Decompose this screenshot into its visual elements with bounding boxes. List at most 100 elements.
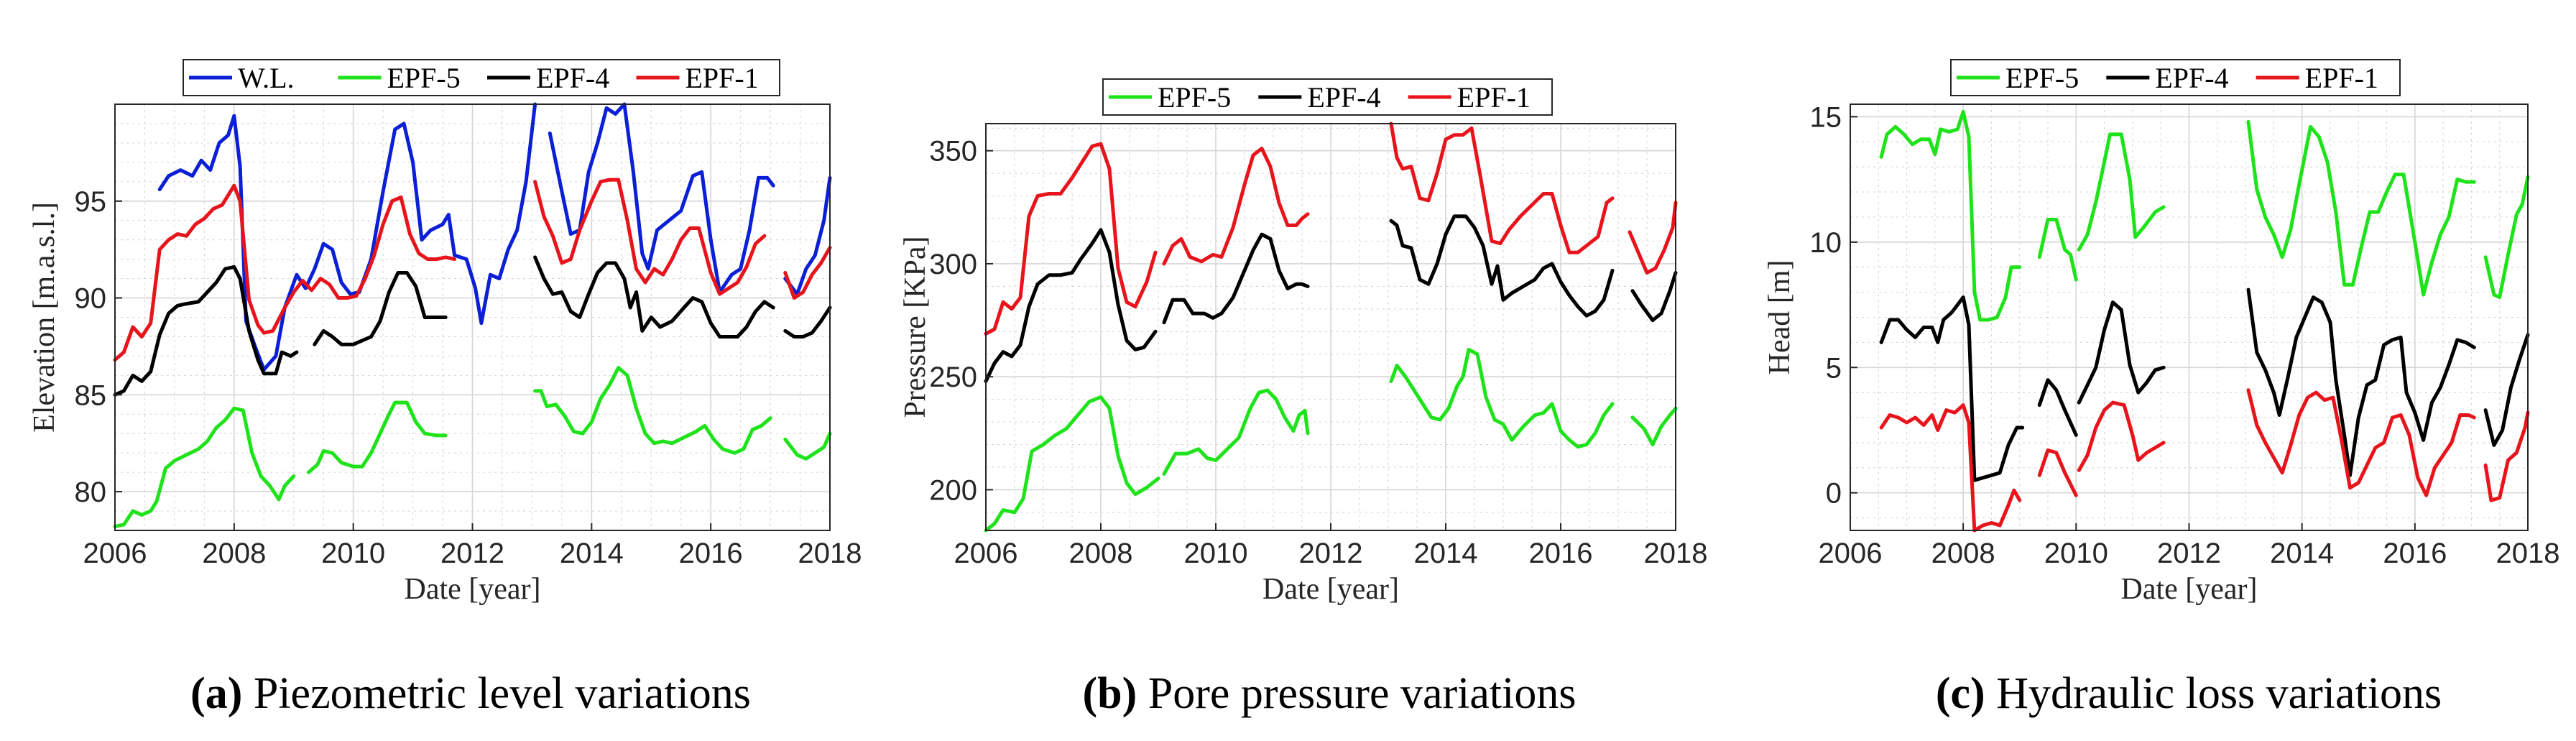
series-line	[113, 406, 296, 529]
x-tick-label: 2008	[1069, 538, 1133, 569]
y-tick-label: 5	[1826, 352, 1842, 384]
series-line	[1879, 110, 2022, 322]
series-line	[313, 271, 448, 346]
x-tick-label: 2012	[1299, 538, 1363, 569]
legend-label: EPF-5	[2005, 62, 2079, 94]
legend-label: W.L.	[238, 62, 295, 94]
series-line	[1879, 403, 2022, 533]
legend-label: EPF-4	[536, 62, 609, 94]
x-tick-label: 2008	[202, 538, 266, 569]
y-tick-label: 85	[75, 379, 107, 411]
y-tick-label: 80	[75, 477, 107, 508]
x-axis-label: Date [year]	[1262, 573, 1399, 606]
series-line	[2246, 119, 2476, 297]
legend-label: EPF-1	[685, 62, 759, 94]
legend-label: EPF-4	[1307, 81, 1380, 114]
caption-text: Hydraulic loss variations	[1985, 669, 2442, 718]
x-tick-label: 2014	[560, 538, 624, 569]
series-line	[1630, 406, 1678, 446]
legend-label: EPF-5	[387, 62, 461, 94]
series-line	[783, 175, 832, 296]
x-tick-label: 2012	[2157, 538, 2221, 569]
series-line	[533, 178, 767, 296]
series-epf-5	[113, 366, 832, 529]
series-line	[113, 264, 299, 397]
series-line	[2483, 175, 2530, 300]
grid	[114, 103, 831, 531]
y-tick-label: 350	[929, 136, 977, 167]
y-tick-label: 250	[929, 362, 977, 393]
x-tick-label: 2010	[321, 538, 385, 569]
y-tick-label: 0	[1826, 478, 1842, 510]
x-tick-label: 2016	[679, 538, 743, 569]
x-tick-label: 2016	[1529, 538, 1593, 569]
x-tick-label: 2018	[1644, 538, 1708, 569]
caption-b: (b) Pore pressure variations	[1082, 669, 1576, 718]
series-line	[533, 366, 772, 455]
series-epf-4	[113, 255, 832, 397]
series-line	[2483, 333, 2530, 447]
legend: EPF-5 EPF-4 EPF-1	[1950, 59, 2401, 96]
series-line	[2077, 300, 2166, 405]
series-line	[783, 431, 832, 461]
x-axis-label: Date [year]	[2120, 573, 2257, 606]
chart-b: 2006 2008 2010 2012 2014 2016 2018 200 250 300 350…	[899, 78, 1708, 606]
series-line	[1389, 121, 1615, 254]
x-tick-label: 2014	[1414, 538, 1478, 569]
series-line	[2246, 388, 2476, 497]
series-line	[1162, 232, 1310, 325]
series-line	[984, 228, 1158, 383]
x-tick-label: 2014	[2270, 538, 2334, 569]
series-line	[984, 142, 1158, 336]
series-line	[113, 183, 457, 362]
series-epf-4	[984, 214, 1678, 383]
chart-c: 2006 2008 2010 2012 2014 2016 2018 0 5 10 15 Date […	[1763, 59, 2559, 606]
legend-box	[1950, 59, 2401, 96]
legend-box	[183, 59, 780, 96]
x-tick-label: 2016	[2383, 538, 2447, 569]
y-tick-label: 300	[929, 249, 977, 280]
x-tick-label: 2006	[954, 538, 1018, 569]
legend: W.L. EPF-5 EPF-4 EPF-1	[183, 59, 780, 96]
series-line	[2077, 400, 2166, 472]
series-line	[984, 395, 1160, 533]
y-axis-label: Pressure [KPa]	[899, 236, 932, 418]
series-epf-1	[1879, 388, 2530, 533]
legend-label: EPF-1	[2305, 62, 2378, 94]
x-tick-label: 2006	[83, 538, 147, 569]
x-axis-label: Date [year]	[404, 573, 540, 606]
legend-label: EPF-1	[1457, 81, 1531, 114]
caption-letter: (a)	[190, 669, 242, 718]
y-axis-label: Head [m]	[1763, 260, 1796, 375]
caption-text: Pore pressure variations	[1137, 669, 1576, 718]
series-line	[2077, 132, 2166, 252]
chart-a: 2006 2008 2010 2012 2014 2016 2018 80 85 90 95 Date…	[28, 59, 862, 606]
series-line	[1630, 271, 1678, 323]
y-tick-label: 90	[75, 283, 107, 315]
series-w-l-	[157, 102, 832, 372]
x-tick-label: 2006	[1819, 538, 1883, 569]
series-epf-5	[984, 347, 1678, 533]
y-axis-label: Elevation [m.a.s.l.]	[28, 202, 61, 433]
series-epf-4	[1879, 287, 2530, 482]
series-epf-1	[113, 178, 832, 362]
y-tick-label: 10	[1810, 227, 1842, 259]
x-tick-label: 2018	[798, 538, 862, 569]
x-tick-label: 2010	[2044, 538, 2108, 569]
series-epf-1	[984, 121, 1678, 336]
y-tick-label: 15	[1810, 101, 1842, 133]
legend: EPF-5 EPF-4 EPF-1	[1102, 78, 1553, 116]
series-line	[1628, 201, 1678, 275]
y-tick-label: 200	[929, 474, 977, 506]
x-tick-label: 2010	[1184, 538, 1248, 569]
series-line	[2483, 410, 2530, 502]
series-line	[1389, 214, 1615, 318]
series-line	[2037, 218, 2078, 282]
series-line	[2037, 378, 2078, 437]
series-line	[2246, 287, 2476, 477]
caption-a: (a) Piezometric level variations	[190, 669, 751, 718]
series-line	[307, 400, 448, 474]
legend-label: EPF-4	[2155, 62, 2228, 94]
y-tick-label: 95	[75, 186, 107, 218]
